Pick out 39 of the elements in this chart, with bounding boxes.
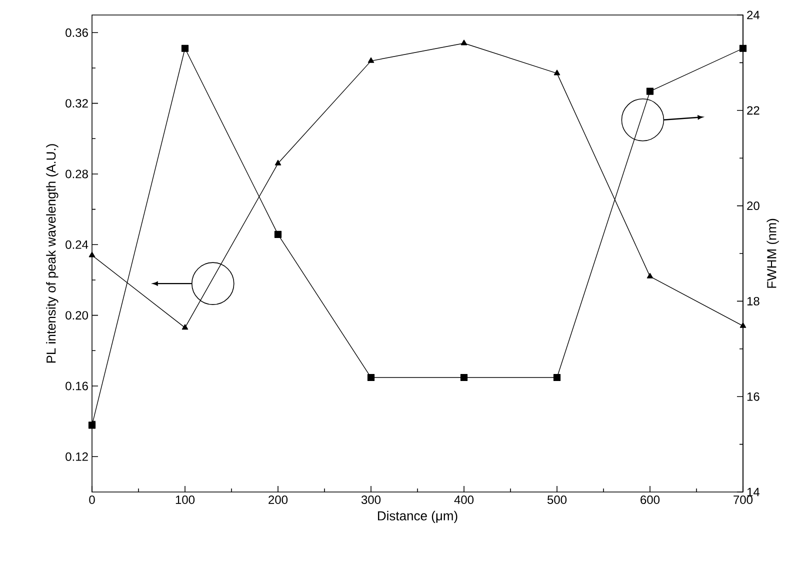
y2-tick-label: 20 [747,202,760,210]
point [460,374,468,382]
y-tick-label: 0.12 [66,452,88,461]
point [181,44,189,52]
point [274,160,282,166]
x-tick-label: 100 [176,496,195,504]
y-tick-label: 0.36 [66,28,88,37]
y-tick-label: 0.20 [66,311,88,320]
x-tick-label: 200 [268,496,288,504]
y-axis-title: PL intensity of peak wavelength (A.U.) [46,144,58,363]
point [554,70,560,76]
y-tick-label: 0.16 [66,382,88,390]
x-tick-label: 0 [89,496,95,504]
y2-tick-label: 14 [747,488,760,496]
y-tick-label: 0.32 [66,99,88,108]
y2-tick-label: 24 [747,10,760,20]
y2-tick-label: 18 [747,296,760,306]
x-tick-label: 600 [640,496,660,504]
x-tick-label: 500 [547,496,567,504]
y-tick-label: 0.24 [66,240,88,249]
point [367,374,375,382]
point [646,272,654,278]
point [88,252,96,258]
point [646,88,654,95]
x-tick-label: 700 [734,496,753,504]
point [460,40,468,46]
point [88,422,96,429]
x-tick-label: 400 [454,496,474,504]
point [368,57,374,63]
point [553,374,561,382]
y2-tick-label: 16 [747,392,760,401]
x-axis-title: Distance (μm) [378,510,458,523]
point [274,230,282,238]
y2-tick-label: 22 [747,106,760,115]
point [182,324,188,330]
y2-axis-title: FWHM (nm) [766,218,779,288]
x-tick-label: 300 [361,496,381,504]
point [739,44,747,52]
y-tick-label: 0.28 [66,170,88,178]
